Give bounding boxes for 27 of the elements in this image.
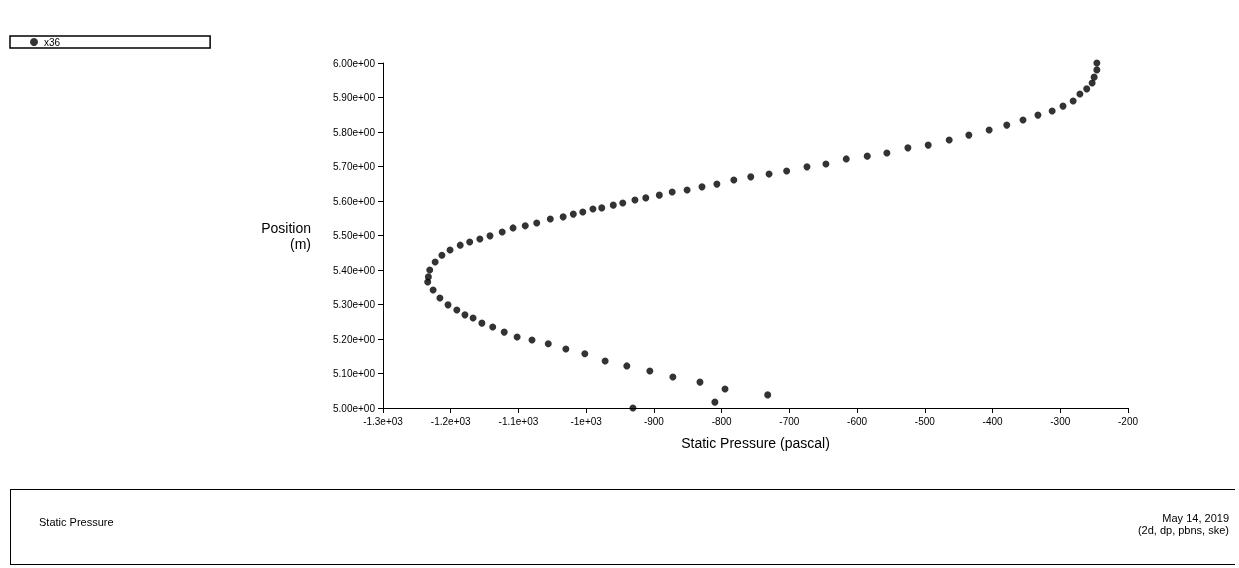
y-tick-label: 5.20e+00 <box>333 333 376 345</box>
y-tick-label: 6.00e+00 <box>333 57 376 69</box>
y-tick-label: 5.60e+00 <box>333 195 376 207</box>
x-tick-label: -1.2e+03 <box>430 415 472 427</box>
y-tick-label: 5.50e+00 <box>333 230 376 241</box>
y-tick-label: 5.80e+00 <box>333 126 376 138</box>
x-tick-label: -500 <box>914 415 936 427</box>
y-tick-label: 5.10e+00 <box>333 368 376 379</box>
y-tick-label: 5.30e+00 <box>333 299 376 310</box>
legend-label: x36 <box>44 36 61 48</box>
x-tick-label: -1e+03 <box>570 415 603 427</box>
x-tick-label: -700 <box>779 415 800 427</box>
x-tick-label: -200 <box>1117 415 1139 427</box>
x-axis-title: Static Pressure (pascal) <box>681 435 830 451</box>
x-tick-label: -900 <box>643 415 665 427</box>
y-tick-label: 5.00e+00 <box>333 402 376 414</box>
y-tick-label: 5.40e+00 <box>333 264 376 276</box>
x-tick-label: -800 <box>711 415 733 427</box>
x-tick-label: -300 <box>1050 415 1071 427</box>
y-axis-title: Position (m) <box>261 219 311 252</box>
x-tick-label: -600 <box>847 415 868 427</box>
y-tick-label: 5.70e+00 <box>333 161 376 172</box>
x-tick-label: -400 <box>982 415 1003 427</box>
caption-frame: Static Pressure May 14, 2019 (2d, dp, pbns, ske) <box>10 489 1235 565</box>
y-tick-label: 5.90e+00 <box>333 92 376 103</box>
x-tick-label: -1.1e+03 <box>498 415 539 427</box>
x-tick-label: -1.3e+03 <box>363 415 404 427</box>
